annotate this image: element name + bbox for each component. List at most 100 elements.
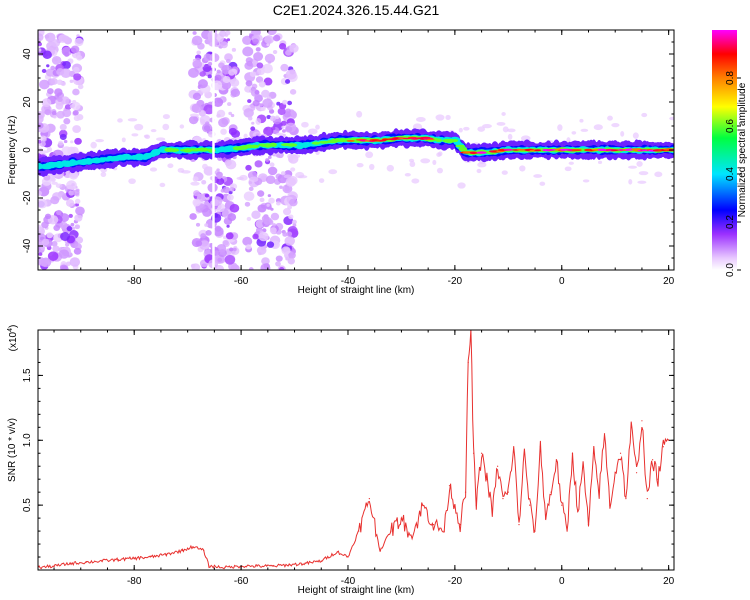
speckle (620, 130, 625, 137)
noise-speck (212, 226, 224, 237)
noise-speck (219, 30, 227, 37)
noise-speck (277, 107, 286, 116)
noise-speck (73, 66, 80, 73)
ridge-blob (318, 140, 330, 144)
noise-speck (65, 242, 70, 247)
noise-speck (288, 214, 294, 220)
x-tick-label: -20 (448, 276, 463, 287)
noise-speck (269, 162, 275, 167)
y-tick-label: 40 (22, 48, 33, 60)
colorbar-gradient (712, 30, 737, 270)
spectrogram-y-axis: -40 -20 0 20 40 (22, 29, 674, 271)
snr-point (272, 565, 274, 567)
speckle (179, 124, 185, 129)
noise-speck (40, 245, 46, 251)
noise-speck (216, 243, 227, 253)
snr-y-axis: 0.5 1.0 1.5 (22, 348, 674, 558)
snr-point (422, 504, 424, 506)
noise-speck (224, 53, 233, 62)
noise-speck (38, 198, 48, 209)
noise-speck (226, 224, 230, 228)
snr-point (320, 560, 322, 562)
noise-speck (224, 254, 236, 265)
snr-point (609, 504, 611, 506)
noise-speck (38, 139, 42, 144)
snr-point (358, 530, 360, 532)
speckle (597, 160, 603, 164)
noise-speck (279, 185, 283, 189)
snr-point (587, 523, 590, 526)
snr-point (117, 559, 119, 561)
noise-speck (268, 197, 275, 204)
snr-point (443, 530, 445, 532)
speckle (288, 155, 294, 163)
snr-point (256, 565, 258, 567)
snr-panel: -80 -60 -40 -20 0 20 0.5 1.0 1.5 Height of stra… (7, 325, 675, 596)
chart-title: C2E1.2024.326.15.44.G21 (273, 2, 440, 18)
noise-speck (217, 175, 222, 180)
ridge-blob (458, 147, 468, 152)
speckle (501, 112, 506, 117)
noise-speck (272, 223, 276, 227)
noise-speck (229, 247, 234, 252)
colorbar-label: Normalized spectral amplitude (737, 82, 748, 217)
noise-speck (196, 50, 201, 55)
noise-speck (198, 79, 208, 89)
noise-speck (74, 214, 83, 222)
noise-speck (280, 63, 289, 72)
noise-speck (53, 224, 61, 231)
speckle (220, 128, 227, 135)
noise-speck (285, 49, 292, 56)
noise-speck (42, 50, 52, 60)
speckle (568, 161, 574, 165)
noise-speck (285, 79, 291, 84)
noise-speck (201, 179, 207, 185)
spectral-ridge (38, 128, 674, 177)
noise-speck (72, 125, 81, 134)
ridge-blob (503, 148, 514, 151)
snr-frame (37, 329, 675, 571)
speckle (463, 126, 470, 131)
noise-speck (282, 129, 286, 133)
noise-speck (269, 227, 277, 234)
noise-speck (282, 208, 292, 216)
noise-speck (275, 255, 283, 262)
speckle (328, 169, 338, 175)
noise-speck (288, 251, 296, 259)
speckle (571, 131, 577, 135)
noise-speck (216, 113, 221, 118)
speckle (58, 140, 64, 146)
noise-speck (191, 35, 203, 46)
noise-speck (246, 216, 252, 222)
x-tick-label: -20 (448, 576, 463, 587)
noise-speck (67, 150, 73, 156)
noise-speck (41, 238, 50, 246)
spectrogram-y-label: Frequency (Hz) (7, 116, 18, 185)
noise-speck (38, 143, 41, 147)
noise-speck (267, 155, 272, 160)
ridge-blob (269, 142, 277, 147)
snr-point (491, 511, 493, 513)
noise-speck (73, 115, 81, 122)
speckle (55, 183, 63, 189)
noise-speck (216, 177, 225, 186)
noise-speck (261, 215, 270, 222)
noise-speck (278, 267, 285, 270)
x-tick-label: -80 (127, 576, 142, 587)
noise-speck (280, 120, 287, 126)
snr-point (598, 491, 600, 493)
speckle (189, 113, 200, 117)
noise-speck (192, 92, 202, 101)
noise-speck (266, 241, 275, 248)
noise-speck (243, 108, 254, 118)
speckle (150, 129, 157, 133)
noise-speck (256, 246, 267, 255)
snr-point (454, 504, 456, 506)
colorbar-tick-label: 0.0 (725, 263, 736, 277)
noise-speck (244, 201, 251, 207)
noise-speck (70, 222, 75, 227)
speckle (275, 132, 284, 136)
noise-speck (263, 126, 274, 136)
speckle (134, 123, 144, 131)
x-tick-label: -40 (341, 276, 356, 287)
